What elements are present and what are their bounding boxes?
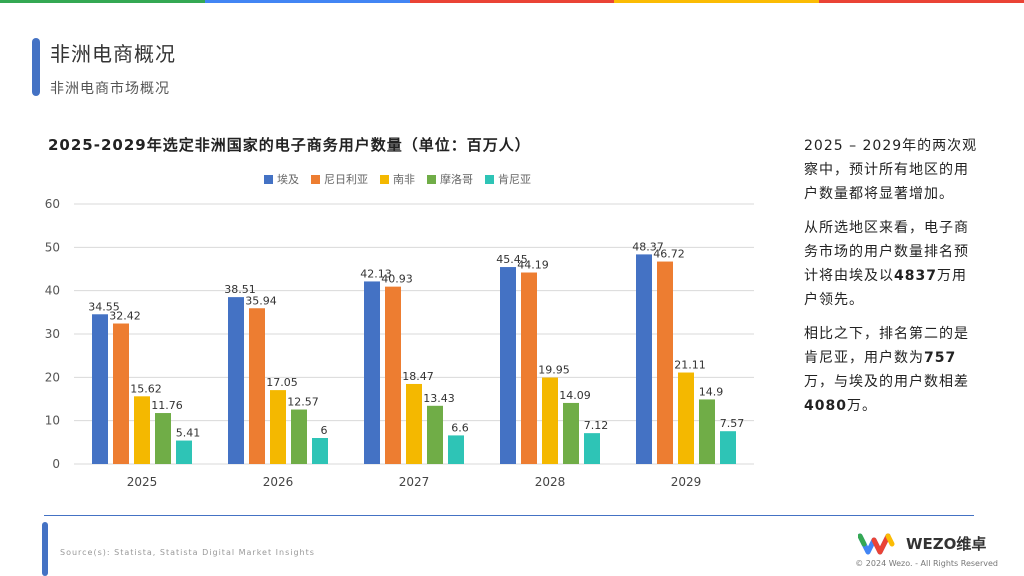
- y-tick-label: 10: [45, 414, 60, 428]
- legend-swatch: [485, 175, 494, 184]
- page-subtitle: 非洲电商市场概况: [50, 78, 170, 98]
- bar-chart: 010203040506034.5532.4215.6211.765.41202…: [30, 192, 760, 502]
- bar: [699, 399, 715, 464]
- data-label: 18.47: [402, 370, 434, 383]
- bar: [720, 431, 736, 464]
- bar: [406, 384, 422, 464]
- legend-item: 埃及: [264, 171, 299, 187]
- x-tick-label: 2027: [399, 475, 430, 489]
- data-label: 13.43: [423, 392, 455, 405]
- chart-legend: 埃及 尼日利亚 南非 摩洛哥 肯尼亚: [264, 171, 531, 187]
- data-label: 35.94: [245, 294, 277, 307]
- data-label: 21.11: [674, 359, 706, 372]
- x-tick-label: 2028: [535, 475, 566, 489]
- bar: [521, 273, 537, 464]
- y-tick-label: 30: [45, 327, 60, 341]
- data-label: 7.57: [720, 417, 745, 430]
- x-tick-label: 2026: [263, 475, 294, 489]
- legend-swatch: [380, 175, 389, 184]
- data-label: 7.12: [584, 419, 609, 432]
- data-label: 40.93: [381, 273, 413, 286]
- data-label: 44.19: [517, 259, 549, 272]
- title-accent-bar: [32, 38, 40, 96]
- footer-divider: [44, 515, 974, 516]
- bar: [500, 267, 516, 464]
- data-label: 19.95: [538, 364, 570, 377]
- bar: [364, 281, 380, 464]
- bar: [657, 262, 673, 464]
- bar: [291, 410, 307, 464]
- legend-swatch: [264, 175, 273, 184]
- x-tick-label: 2025: [127, 475, 158, 489]
- data-label: 17.05: [266, 376, 298, 389]
- bar: [448, 435, 464, 464]
- legend-item: 摩洛哥: [427, 171, 473, 187]
- top-bar-segment: [0, 0, 205, 3]
- bar: [427, 406, 443, 464]
- bar: [678, 373, 694, 464]
- x-tick-label: 2029: [671, 475, 702, 489]
- data-label: 11.76: [151, 399, 183, 412]
- bar: [270, 390, 286, 464]
- bar: [92, 314, 108, 464]
- legend-label: 南非: [393, 171, 415, 187]
- top-bar-segment: [819, 0, 1024, 3]
- bar: [542, 378, 558, 464]
- wezo-logo: WEZO维卓: [858, 530, 986, 556]
- legend-label: 埃及: [277, 171, 299, 187]
- legend-swatch: [427, 175, 436, 184]
- note-paragraph-3: 相比之下，排名第二的是肯尼亚，用户数为757万，与埃及的用户数相差4080万。: [804, 322, 980, 418]
- footer-accent-bar: [42, 522, 48, 576]
- data-label: 46.72: [653, 248, 685, 261]
- bar: [155, 413, 171, 464]
- bar: [636, 254, 652, 464]
- top-bar-segment: [410, 0, 615, 3]
- legend-item: 尼日利亚: [311, 171, 368, 187]
- legend-item: 南非: [380, 171, 415, 187]
- data-label: 12.57: [287, 396, 319, 409]
- y-tick-label: 50: [45, 240, 60, 254]
- top-color-bar: [0, 0, 1024, 3]
- legend-label: 尼日利亚: [324, 171, 368, 187]
- y-tick-label: 20: [45, 370, 60, 384]
- data-label: 6: [321, 424, 328, 437]
- bar: [312, 438, 328, 464]
- legend-swatch: [311, 175, 320, 184]
- data-label: 14.09: [559, 389, 591, 402]
- legend-label: 摩洛哥: [440, 171, 473, 187]
- y-tick-label: 0: [52, 457, 60, 471]
- bar: [385, 287, 401, 464]
- top-bar-segment: [205, 0, 410, 3]
- y-tick-label: 60: [45, 197, 60, 211]
- data-label: 15.62: [130, 382, 162, 395]
- bar: [134, 396, 150, 464]
- data-label: 5.41: [176, 427, 201, 440]
- legend-label: 肯尼亚: [498, 171, 531, 187]
- data-label: 14.9: [699, 385, 724, 398]
- bar: [563, 403, 579, 464]
- bar: [228, 297, 244, 464]
- bar: [249, 308, 265, 464]
- page-title: 非洲电商概况: [50, 38, 176, 67]
- legend-item: 肯尼亚: [485, 171, 531, 187]
- note-paragraph-1: 2025 – 2029年的两次观察中，预计所有地区的用户数量都将显著增加。: [804, 134, 980, 206]
- bar: [584, 433, 600, 464]
- copyright: © 2024 Wezo. - All Rights Reserved: [855, 559, 998, 568]
- wezo-logo-icon: [858, 530, 902, 556]
- bar: [176, 441, 192, 464]
- bar: [113, 324, 129, 464]
- top-bar-segment: [614, 0, 819, 3]
- source-note: Source(s): Statista, Statista Digital Ma…: [60, 548, 315, 557]
- y-tick-label: 40: [45, 284, 60, 298]
- side-notes: 2025 – 2029年的两次观察中，预计所有地区的用户数量都将显著增加。 从所…: [804, 134, 980, 428]
- data-label: 6.6: [451, 421, 469, 434]
- data-label: 32.42: [109, 310, 141, 323]
- logo-text: WEZO维卓: [906, 533, 986, 554]
- chart-title: 2025-2029年选定非洲国家的电子商务用户数量（单位：百万人）: [48, 134, 531, 155]
- note-paragraph-2: 从所选地区来看，电子商务市场的用户数量排名预计将由埃及以4837万用户领先。: [804, 216, 980, 312]
